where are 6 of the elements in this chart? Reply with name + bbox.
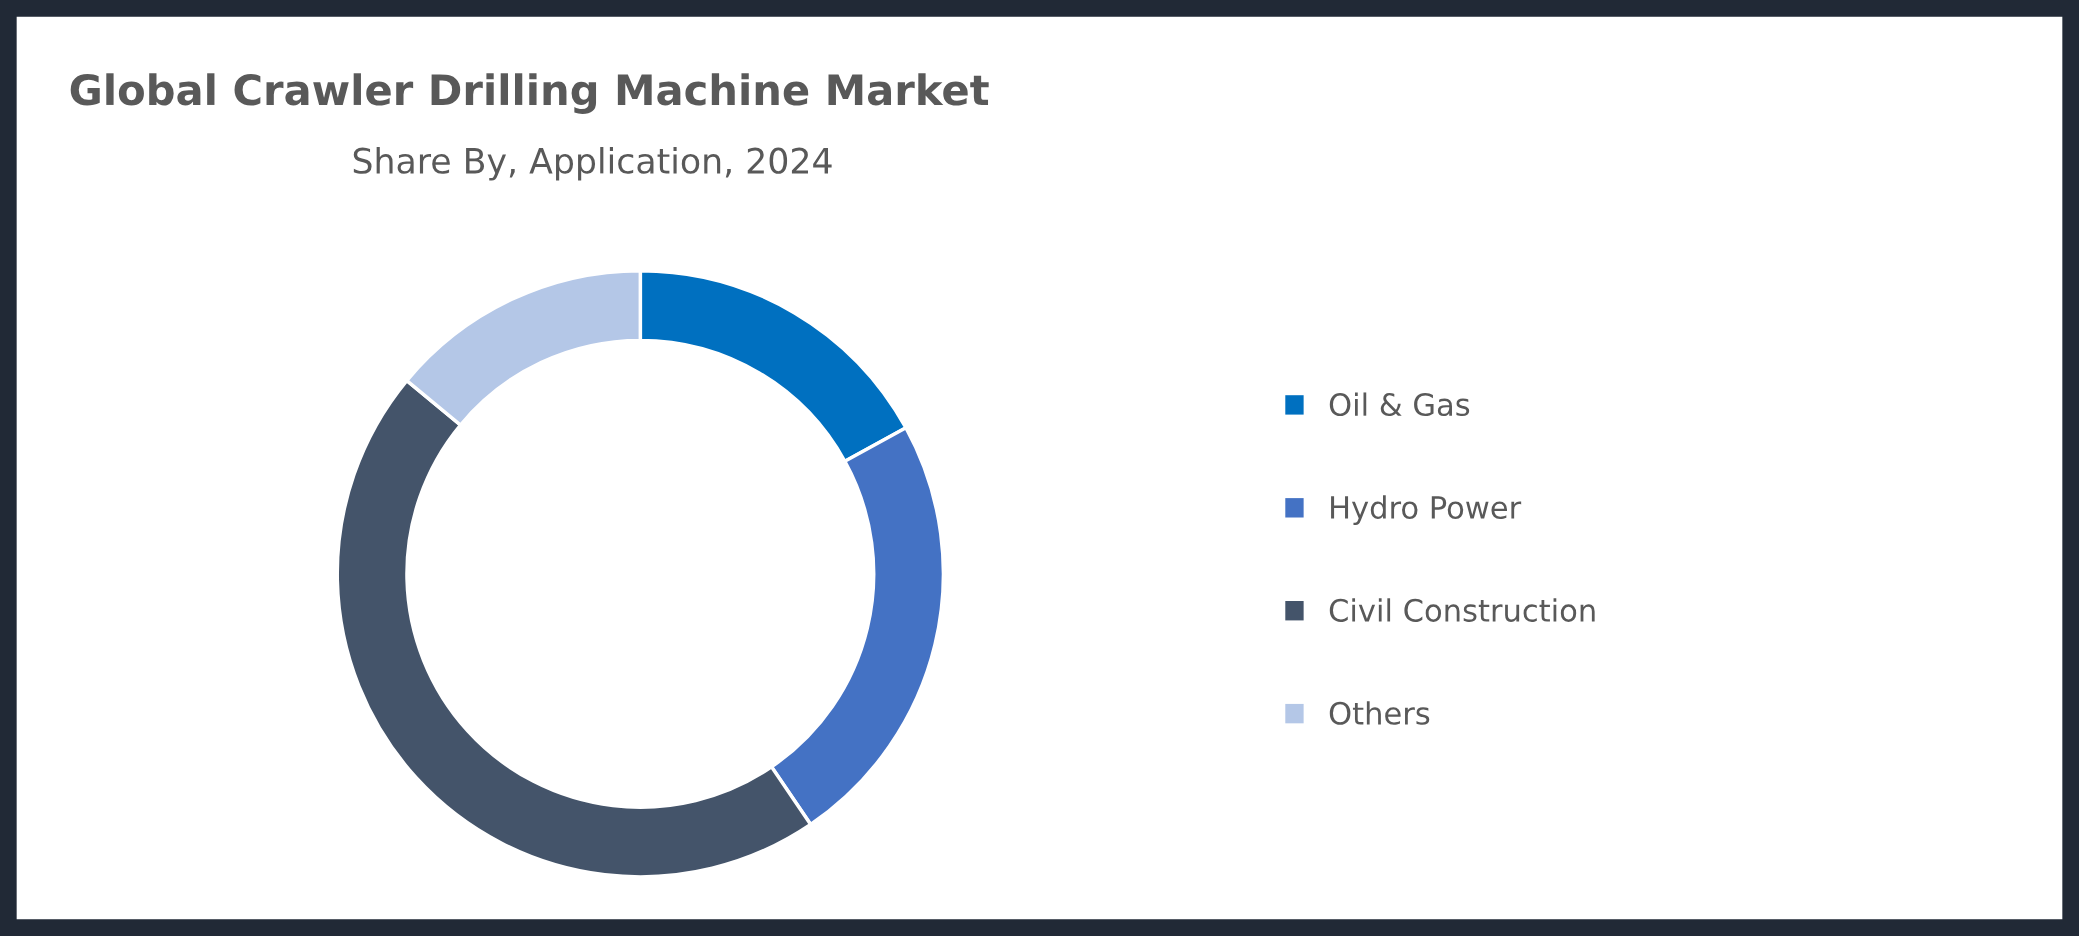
- chart-subtitle: Share By, Application, 2024: [353, 147, 832, 181]
- legend-label: Civil Construction: [1329, 598, 1595, 622]
- legend-label: Hydro Power: [1331, 495, 1522, 525]
- legend-label: Oil & Gas: [1329, 392, 1470, 417]
- legend-label: Others: [1329, 701, 1430, 725]
- chart-title: Global Crawler Drilling Machine Market: [70, 73, 989, 114]
